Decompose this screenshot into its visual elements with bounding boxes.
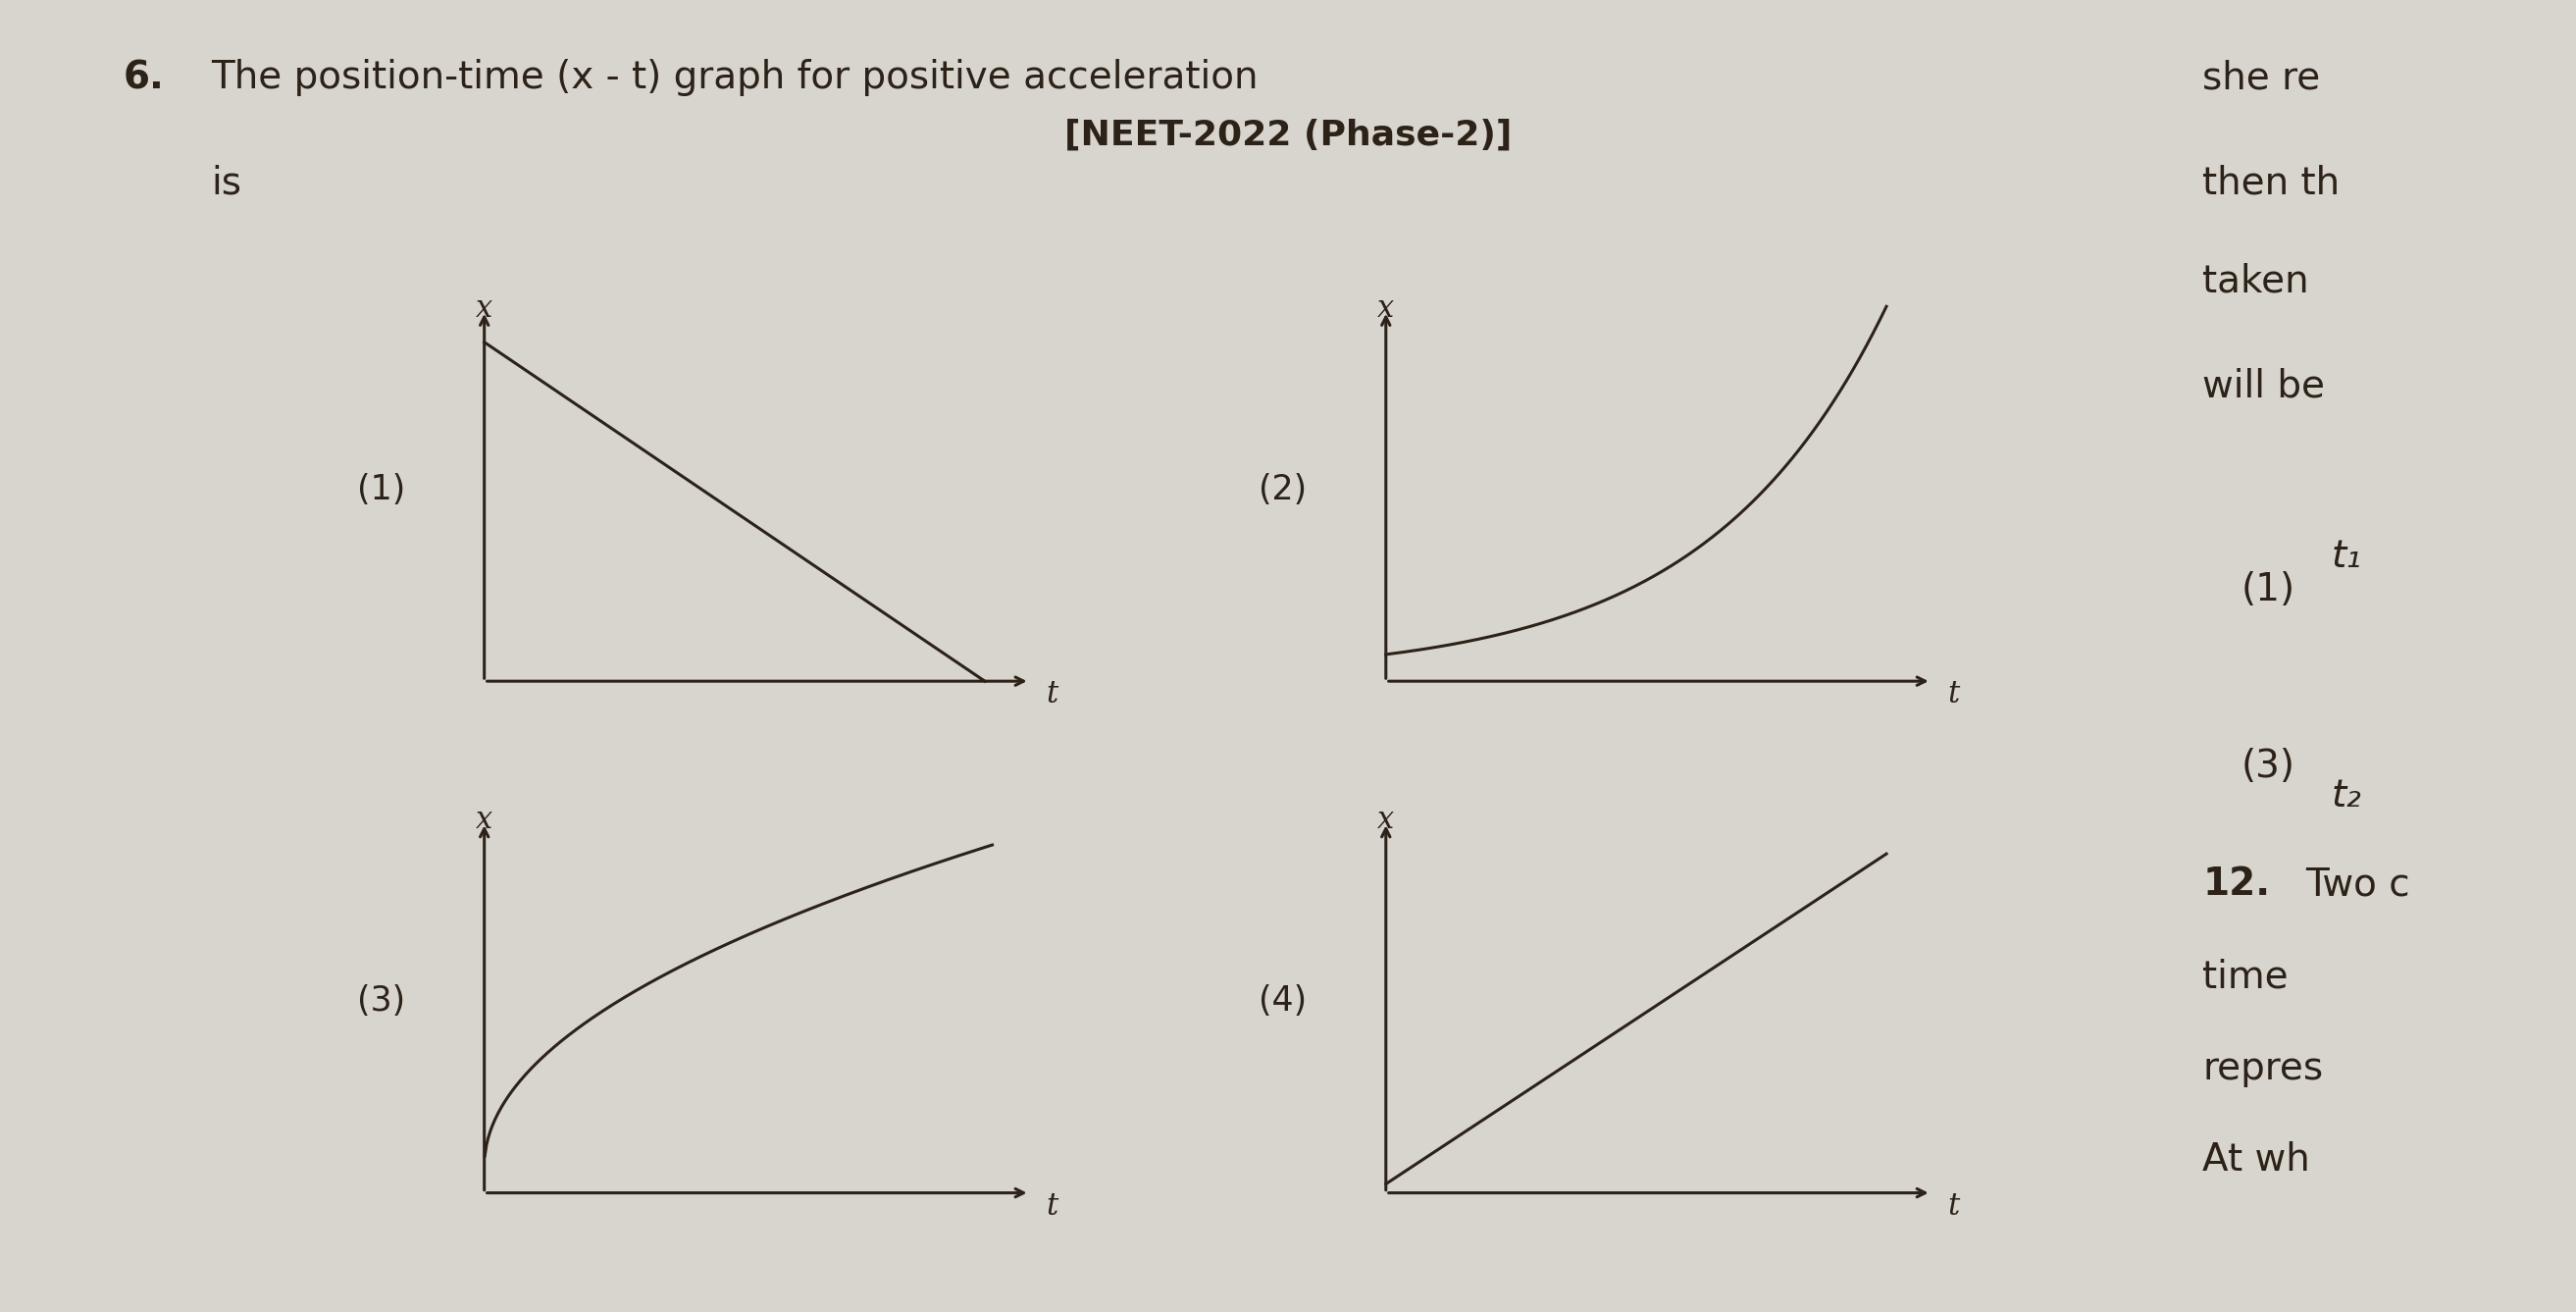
Text: time: time: [2202, 958, 2287, 994]
Text: then th: then th: [2202, 164, 2339, 201]
Text: 12.: 12.: [2202, 866, 2269, 903]
Text: t: t: [1046, 1191, 1059, 1221]
Text: x: x: [1378, 804, 1394, 836]
Text: taken: taken: [2202, 262, 2308, 299]
Text: t₁: t₁: [2331, 538, 2362, 575]
Text: (2): (2): [1260, 472, 1306, 506]
Text: (3): (3): [2241, 748, 2295, 785]
Text: t: t: [1046, 680, 1059, 710]
Text: t: t: [1947, 680, 1960, 710]
Text: she re: she re: [2202, 59, 2321, 96]
Text: At wh: At wh: [2202, 1141, 2311, 1178]
Text: t: t: [1947, 1191, 1960, 1221]
Text: will be: will be: [2202, 367, 2326, 404]
Text: x: x: [477, 804, 492, 836]
Text: (3): (3): [358, 984, 404, 1018]
Text: 6.: 6.: [124, 59, 165, 96]
Text: (1): (1): [358, 472, 404, 506]
Text: t₂: t₂: [2331, 777, 2362, 813]
Text: x: x: [477, 293, 492, 324]
Text: Two c: Two c: [2306, 866, 2411, 903]
Text: (1): (1): [2241, 571, 2295, 607]
Text: (4): (4): [1260, 984, 1306, 1018]
Text: The position-time (x - t) graph for positive acceleration: The position-time (x - t) graph for posi…: [211, 59, 1260, 96]
Text: x: x: [1378, 293, 1394, 324]
Text: [NEET-2022 (Phase-2)]: [NEET-2022 (Phase-2)]: [1064, 118, 1512, 151]
Text: repres: repres: [2202, 1050, 2324, 1086]
Text: is: is: [211, 164, 242, 201]
